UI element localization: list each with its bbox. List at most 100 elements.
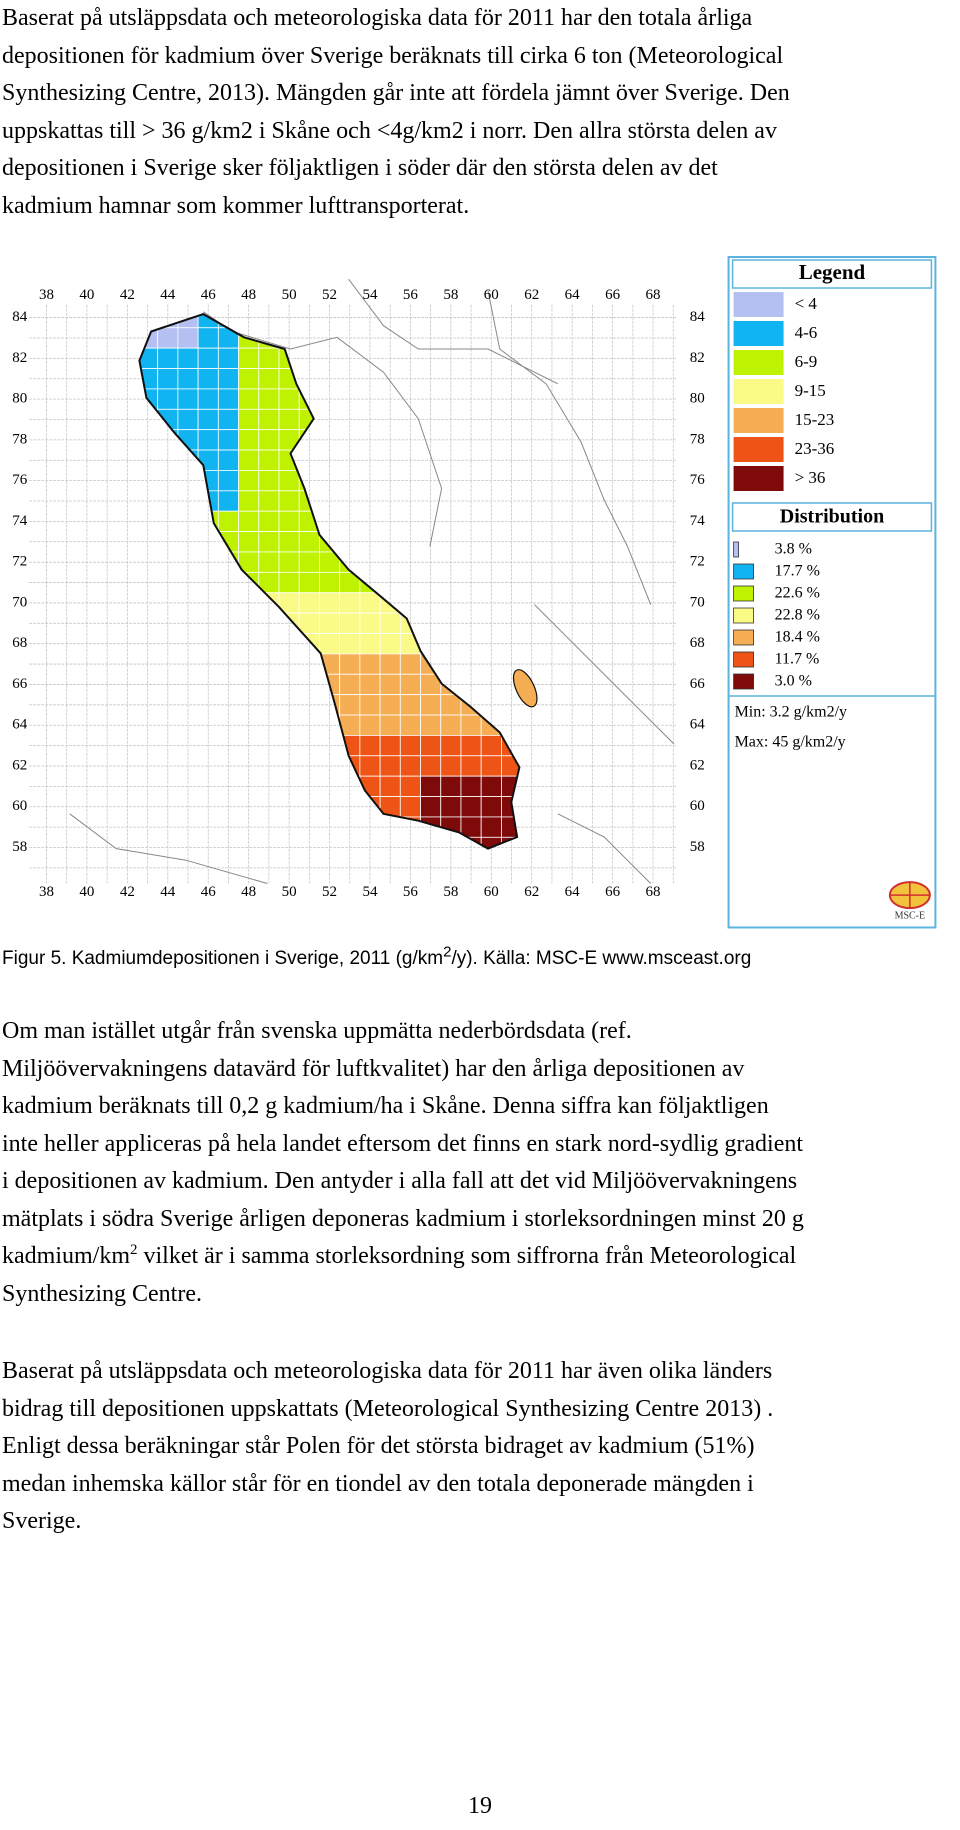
x-axis-label: 64	[565, 884, 581, 900]
map-cell	[379, 755, 401, 777]
map-cell	[339, 694, 361, 716]
map-cell	[278, 571, 300, 594]
map-cell	[278, 408, 300, 431]
map-cell	[238, 510, 260, 532]
y-axis-label: 78	[12, 431, 27, 447]
y-axis-label: 64	[12, 717, 28, 733]
map-cell	[440, 796, 462, 818]
superscript: 2	[443, 943, 452, 961]
legend-label: < 4	[795, 294, 818, 313]
y-axis-label: 68	[12, 635, 27, 651]
text: Figur 5. Kadmiumdepositionen i Sverige, …	[2, 948, 444, 969]
map-cell	[217, 408, 239, 431]
y-axis-label: 62	[12, 757, 27, 773]
map-cell	[379, 714, 401, 736]
text-line: Baserat på utsläppsdata och meteorologis…	[2, 5, 753, 31]
map-cell	[238, 449, 260, 471]
y-axis-label: 60	[12, 798, 27, 814]
x-axis-label: 46	[201, 884, 217, 900]
y-axis-label: 84	[12, 309, 28, 325]
distribution-label: 3.8 %	[775, 541, 812, 558]
map-cell	[157, 347, 179, 369]
map-cell	[278, 531, 300, 553]
x-axis-label: 38	[39, 287, 54, 303]
page-number: 19	[468, 1793, 492, 1819]
legend-label: 23-36	[795, 439, 835, 458]
map-cell	[177, 408, 199, 431]
map-cell	[399, 714, 421, 736]
map-cell	[480, 796, 502, 818]
x-axis-label: 58	[443, 884, 458, 900]
map-cell	[197, 327, 219, 349]
x-axis-label: 48	[241, 884, 256, 900]
y-axis-label: 72	[690, 554, 705, 570]
text-line: kadmium/km2 vilket är i samma storleksor…	[2, 1238, 804, 1276]
msce-logo: MSC-E	[888, 881, 931, 921]
map-cell	[278, 510, 300, 532]
legend-label: > 36	[795, 468, 826, 487]
map-cell	[359, 592, 381, 614]
min-label: Min: 3.2 g/km2/y	[735, 704, 847, 721]
map-cell	[440, 735, 462, 757]
x-axis-label: 50	[282, 287, 297, 303]
map-cell	[177, 347, 199, 369]
map-cell	[359, 735, 381, 757]
y-axis-label: 70	[12, 594, 27, 610]
map-cell	[197, 449, 219, 471]
map-cell	[379, 653, 401, 675]
map-cell	[298, 592, 320, 614]
distribution-label: 22.8 %	[775, 607, 820, 624]
map-cell	[582, 287, 602, 307]
map-cell	[238, 368, 260, 390]
map-cell	[258, 551, 280, 573]
y-axis-label: 58	[690, 839, 705, 855]
y-axis-label: 82	[690, 350, 705, 366]
legend-swatch	[733, 408, 784, 433]
map-cell	[359, 714, 381, 736]
superscript: 2	[130, 1242, 138, 1258]
x-axis-label: 56	[403, 287, 419, 303]
text-line: Baserat på utsläppsdata och meteorologis…	[2, 1358, 773, 1384]
x-axis-label: 58	[443, 287, 458, 303]
map-cell	[298, 551, 320, 573]
map-cell	[177, 388, 199, 410]
map-cell	[319, 592, 341, 614]
text-line: Om man istället utgår från svenska uppmä…	[2, 1018, 632, 1044]
x-axis-label: 66	[605, 884, 621, 900]
paragraph: Om man istället utgår från svenska uppmä…	[2, 1013, 804, 1313]
max-label: Max: 45 g/km2/y	[735, 734, 846, 751]
map-cell	[399, 775, 421, 797]
map-cell	[623, 287, 643, 307]
map-cell	[278, 368, 300, 390]
legend-swatch	[733, 292, 784, 317]
text-line: Synthesizing Centre.	[2, 1280, 202, 1307]
map-cell	[359, 755, 381, 777]
map-cell	[339, 612, 361, 634]
x-axis-label: 66	[605, 287, 621, 303]
legend-title: Legend	[799, 260, 866, 284]
text-line: Synthesizing Centre, 2013). Mängden går …	[2, 80, 790, 106]
map-cell	[137, 287, 157, 307]
sweden-outline	[138, 313, 521, 850]
map-cell	[359, 633, 381, 655]
text: vilket är i samma storleksordning som si…	[137, 1243, 797, 1269]
map-cell	[420, 755, 442, 777]
distribution-swatch	[733, 673, 754, 690]
x-axis-label: 40	[79, 287, 94, 303]
map-cell	[399, 755, 421, 777]
map-cell	[258, 429, 280, 451]
x-axis-label: 38	[39, 884, 54, 900]
x-axis-label: 52	[322, 287, 337, 303]
map-cell	[258, 490, 280, 512]
map-cell	[197, 429, 219, 451]
map-cell	[278, 470, 300, 492]
y-axis-label: 80	[12, 391, 27, 407]
map-cell	[542, 287, 562, 307]
map-cell	[259, 287, 279, 307]
x-axis-label: 62	[524, 287, 539, 303]
x-axis-label: 40	[79, 884, 94, 900]
map-cell	[379, 735, 401, 757]
map-cell	[217, 327, 239, 349]
country-border	[69, 813, 268, 884]
